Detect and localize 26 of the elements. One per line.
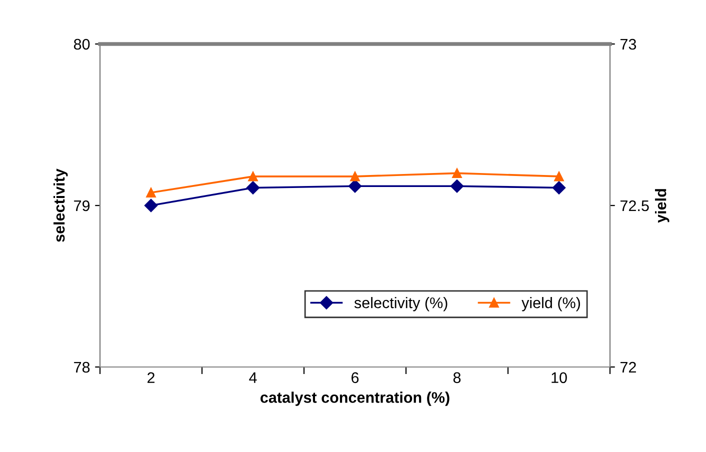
x-tick-label: 2 [148,372,154,383]
point [452,168,462,178]
point [146,188,156,198]
y2-tick-label: 72 [620,362,636,373]
point [248,172,258,182]
y-tick-label: 78 [74,362,90,373]
y2-tick-label: 72.5 [620,200,649,212]
legend-label: selectivity (%) [354,297,448,312]
y2-tick-label: 73 [620,38,636,50]
y-axis-title: selectivity [53,168,68,242]
point [246,181,260,194]
point [144,198,158,212]
point [554,172,564,182]
x-tick-label: 10 [552,372,567,384]
point [348,180,362,193]
x-axis-title: catalyst concentration (%) [260,392,450,406]
point [450,180,464,193]
y2-axis-title: yield [655,189,670,223]
x-tick-label: 8 [453,372,461,384]
y-tick-label: 79 [74,200,90,212]
x-tick-label: 6 [352,372,359,384]
x-tick-label: 4 [249,372,257,383]
point [350,172,360,182]
y-tick-label: 80 [74,38,90,50]
legend-label: yield (%) [522,297,580,312]
point [552,181,566,194]
